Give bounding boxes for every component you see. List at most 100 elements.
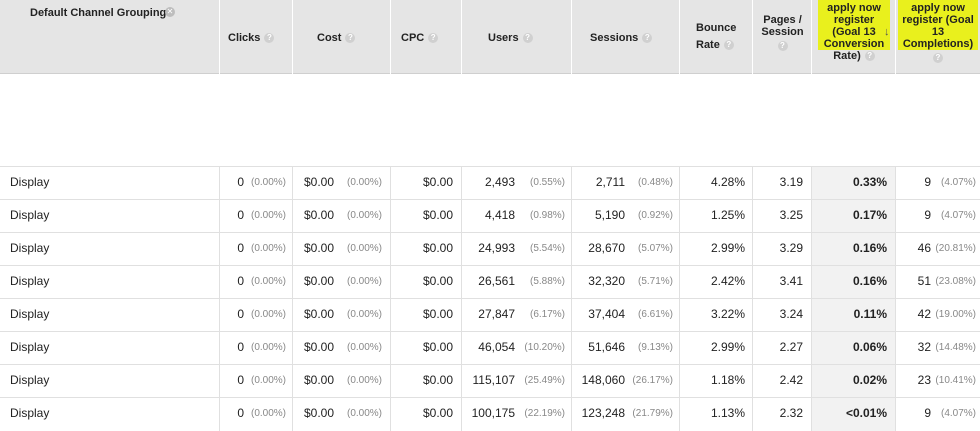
cost-label: Cost: [317, 32, 342, 44]
sessions-percent: (5.07%): [637, 243, 673, 254]
pages-cell: 3.24: [753, 299, 812, 332]
bounce-cell: 4.28%: [680, 167, 753, 200]
goal-completions-cell: 32 (14.48%): [896, 332, 980, 365]
col-header-cpc[interactable]: CPC?: [391, 0, 462, 74]
cost-percent: (0.00%): [346, 210, 382, 221]
goal-completions-percent: (4.07%): [940, 408, 976, 419]
clicks-cell: 0 (0.00%): [220, 398, 293, 431]
goal-rate-value: 0.16%: [852, 274, 887, 288]
clear-dimension-icon[interactable]: ✕: [165, 7, 175, 17]
channel-name[interactable]: Display: [10, 208, 50, 222]
channel-cell[interactable]: Display: [0, 299, 220, 332]
goal-rate-cell: 0.17%: [812, 200, 896, 233]
bounce-cell: 1.13%: [680, 398, 753, 431]
goal-completions-value: 9: [924, 406, 931, 420]
help-icon[interactable]: ?: [777, 41, 788, 51]
clicks-percent: (0.00%): [250, 342, 286, 353]
goal-rate-value: 0.02%: [852, 373, 887, 387]
pages-cell: 2.27: [753, 332, 812, 365]
goal-completions-cell: 9 (4.07%): [896, 167, 980, 200]
bounce-cell: 1.18%: [680, 365, 753, 398]
clicks-value: 0: [237, 373, 244, 387]
goal-rate-cell: 0.06%: [812, 332, 896, 365]
sessions-label: Sessions: [590, 32, 639, 44]
sessions-percent: (6.61%): [637, 309, 673, 320]
pages-value: 2.27: [779, 340, 803, 354]
help-icon[interactable]: ?: [933, 53, 943, 63]
clicks-value: 0: [237, 241, 244, 255]
clicks-cell: 0 (0.00%): [220, 332, 293, 365]
table-row: Display 0 (0.00%) $0.00 (0.00%) $0.00 27…: [0, 298, 980, 332]
channel-name[interactable]: Display: [10, 241, 50, 255]
users-percent: (5.88%): [529, 276, 565, 287]
help-icon[interactable]: ?: [642, 33, 653, 44]
help-icon[interactable]: ?: [522, 33, 533, 44]
users-value: 24,993: [478, 241, 515, 255]
sort-descending-icon[interactable]: ↓: [884, 26, 890, 38]
cost-cell: $0.00 (0.00%): [293, 167, 391, 200]
pages-value: 2.32: [779, 406, 803, 420]
cost-value: $0.00: [303, 406, 334, 420]
col-header-sessions[interactable]: Sessions?: [572, 0, 680, 74]
channel-name[interactable]: Display: [10, 175, 50, 189]
goal-rate-cell: 0.02%: [812, 365, 896, 398]
users-value: 115,107: [472, 373, 516, 387]
col-header-goal-conversion-rate[interactable]: apply now register (Goal 13 Conversion R…: [812, 0, 896, 74]
channel-name[interactable]: Display: [10, 340, 50, 354]
channel-cell[interactable]: Display: [0, 266, 220, 299]
col-header-goal-completions[interactable]: apply now register (Goal 13 Completions)…: [896, 0, 980, 74]
col-header-pages-session[interactable]: Pages / Session ?: [753, 0, 812, 74]
pages-value: 3.25: [779, 208, 803, 222]
sessions-cell: 51,646 (9.13%): [572, 332, 680, 365]
channel-name[interactable]: Display: [10, 274, 50, 288]
cost-value: $0.00: [303, 241, 334, 255]
pages-cell: 3.25: [753, 200, 812, 233]
col-header-bounce-rate[interactable]: Bounce Rate?: [680, 0, 753, 74]
table-header: Default Channel Grouping ✕ Clicks? Cost?…: [0, 0, 980, 74]
pages-value: 3.19: [779, 175, 803, 189]
goal-completions-value: 32: [917, 340, 931, 354]
users-value: 4,418: [484, 208, 515, 222]
help-icon[interactable]: ?: [723, 40, 734, 51]
goal-rate-value: <0.01%: [845, 406, 887, 420]
goal-completions-percent: (4.07%): [940, 210, 976, 221]
channel-cell[interactable]: Display: [0, 167, 220, 200]
users-cell: 2,493 (0.55%): [462, 167, 572, 200]
table-row: Display 0 (0.00%) $0.00 (0.00%) $0.00 46…: [0, 331, 980, 365]
channel-name[interactable]: Display: [10, 307, 50, 321]
channel-cell[interactable]: Display: [0, 398, 220, 431]
cpc-value: $0.00: [422, 340, 453, 354]
pages-label-line1: Pages /: [763, 14, 802, 26]
channel-name[interactable]: Display: [10, 373, 50, 387]
users-cell: 26,561 (5.88%): [462, 266, 572, 299]
cpc-value: $0.00: [422, 373, 453, 387]
sessions-percent: (0.48%): [637, 177, 673, 188]
help-icon[interactable]: ?: [345, 33, 356, 44]
col-header-clicks[interactable]: Clicks?: [220, 0, 293, 74]
users-value: 27,847: [478, 307, 515, 321]
cpc-cell: $0.00: [391, 365, 462, 398]
col-header-cost[interactable]: Cost?: [293, 0, 391, 74]
sessions-value: 2,711: [595, 175, 625, 189]
clicks-cell: 0 (0.00%): [220, 365, 293, 398]
goal-completions-percent: (4.07%): [940, 177, 976, 188]
help-icon[interactable]: ?: [864, 51, 875, 62]
col-header-channel-grouping[interactable]: Default Channel Grouping ✕: [0, 0, 220, 74]
users-percent: (0.98%): [529, 210, 565, 221]
bounce-value: 1.13%: [710, 406, 745, 420]
channel-cell[interactable]: Display: [0, 332, 220, 365]
cost-cell: $0.00 (0.00%): [293, 299, 391, 332]
channel-cell[interactable]: Display: [0, 200, 220, 233]
goal-completions-value: 23: [917, 373, 931, 387]
channel-cell[interactable]: Display: [0, 233, 220, 266]
goal-completions-value: 9: [924, 175, 931, 189]
pages-value: 3.29: [779, 241, 803, 255]
channel-grouping-label: Default Channel Grouping: [30, 7, 167, 19]
cost-cell: $0.00 (0.00%): [293, 365, 391, 398]
channel-name[interactable]: Display: [10, 406, 50, 420]
help-icon[interactable]: ?: [264, 33, 275, 44]
channel-cell[interactable]: Display: [0, 365, 220, 398]
help-icon[interactable]: ?: [428, 33, 439, 44]
col-header-users[interactable]: Users?: [462, 0, 572, 74]
highlight-mark: [898, 0, 978, 50]
